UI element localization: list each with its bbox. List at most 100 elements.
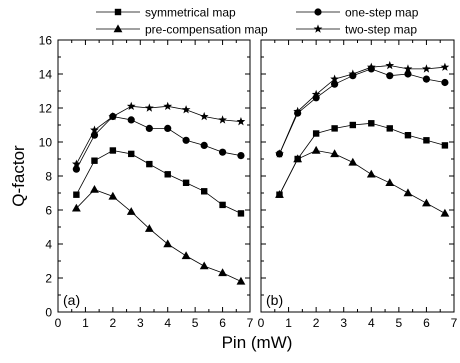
- panel-a-two-step-map-point: [144, 103, 154, 112]
- panel-a-x-tick-label: 3: [137, 316, 144, 330]
- legend-one-step-map-marker: [314, 8, 322, 16]
- y-tick-label: 10: [39, 136, 53, 150]
- y-tick-label: 4: [45, 238, 52, 252]
- panel-b-symmetrical-map-point: [331, 125, 338, 132]
- y-tick-label: 16: [39, 34, 53, 48]
- panel-b-two-step-map-point: [366, 62, 376, 71]
- panel-a-symmetrical-map-line: [76, 150, 242, 214]
- panel-a-symmetrical-map-point: [182, 179, 190, 186]
- legend-pre-compensation-map-marker: [113, 24, 123, 33]
- legend-pre-compensation-map-label: pre-compensation map: [145, 23, 268, 37]
- panel-b-two-step-map-point: [275, 149, 284, 158]
- panel-a-one-step-map-point: [182, 136, 190, 144]
- panel-b-one-step-map-point: [386, 72, 394, 80]
- panel-b-x-tick-label: 0: [258, 316, 265, 330]
- panel-b-pre-compensation-map-point: [422, 198, 431, 207]
- panel-a-x-tick-label: 0: [55, 316, 62, 330]
- panel-a-x-tick-label: 7: [247, 316, 254, 330]
- panel-b-pre-compensation-map-point: [403, 188, 413, 197]
- panel-a-pre-compensation-map-point: [236, 276, 246, 285]
- y-tick-label: 2: [45, 272, 52, 286]
- panel-a-two-step-map-point: [72, 159, 81, 168]
- panel-b-two-step-map-point: [293, 106, 303, 116]
- panel-a-pre-compensation-map-point: [126, 207, 136, 215]
- legend-two-step-map-marker: [313, 24, 323, 33]
- panel-b-two-step-map-point: [422, 64, 431, 73]
- panel-b-x-tick-label: 6: [423, 316, 430, 330]
- legend-symmetrical-map-marker: [114, 8, 122, 16]
- panel-b-pre-compensation-map-point: [275, 190, 284, 198]
- panel-a-pre-compensation-map-point: [71, 203, 81, 212]
- panel-a-two-step-map-point: [126, 101, 136, 111]
- panel-b-x-tick-label: 1: [285, 316, 292, 330]
- legend-symmetrical-map-label: symmetrical map: [145, 6, 236, 20]
- panel-b-two-step-map-point: [385, 60, 395, 70]
- panel-b-pre-compensation-map-point: [348, 157, 358, 166]
- panel-a-two-step-map-point: [236, 117, 246, 126]
- panel-a-two-step-map-point: [181, 105, 191, 114]
- panel-b-symmetrical-map-point: [404, 132, 412, 139]
- panel-a-one-step-map-point: [164, 124, 172, 132]
- panel-b-two-step-map-point: [311, 89, 321, 99]
- panel-b-one-step-map-point: [331, 80, 339, 88]
- panel-b-two-step-map-line: [279, 65, 445, 155]
- panel-b-symmetrical-map-point: [386, 125, 393, 132]
- panel-b-symmetrical-map-point: [349, 121, 357, 129]
- panel-a-x-tick-label: 2: [110, 316, 117, 330]
- panel-b-symmetrical-map-point: [368, 120, 375, 127]
- panel-b-symmetrical-map-point: [312, 130, 320, 137]
- panel-b-pre-compensation-map-point: [385, 178, 395, 186]
- panel-a-x-tick-label: 4: [164, 316, 171, 330]
- panel-b-two-step-map-point: [330, 74, 339, 83]
- panel-b-two-step-map-point: [440, 62, 450, 71]
- y-tick-label: 0: [45, 306, 52, 320]
- panel-a-symmetrical-map-point: [91, 157, 98, 164]
- panel-a-pre-compensation-map-point: [218, 268, 227, 277]
- panel-b-pre-compensation-map-point: [366, 169, 376, 178]
- y-tick-label: 14: [39, 68, 53, 82]
- panel-a-two-step-map-point: [90, 125, 99, 134]
- panel-a-one-step-map-point: [127, 116, 135, 124]
- panel-a-x-tick-label: 5: [192, 316, 199, 330]
- panel-a-pre-compensation-map-point: [108, 191, 118, 200]
- panel-a-pre-compensation-map-point: [144, 224, 154, 232]
- panel-a-symmetrical-map-point: [109, 147, 117, 154]
- panel-b-pre-compensation-map-point: [293, 154, 303, 163]
- legend-two-step-map-label: two-step map: [345, 23, 417, 37]
- panel-a-pre-compensation-map-point: [163, 239, 173, 248]
- panel-b-symmetrical-map-point: [441, 142, 449, 149]
- panel-a-symmetrical-map-point: [219, 201, 226, 209]
- panel-a-pre-compensation-map-point: [199, 261, 209, 270]
- panel-b-one-step-map-point: [422, 75, 431, 83]
- panel-b-pre-compensation-map-point: [440, 208, 450, 217]
- panel-a-two-step-map-point: [163, 101, 173, 111]
- panel-a-symmetrical-map-point: [128, 150, 135, 158]
- panel-a-two-step-map-point: [199, 111, 209, 121]
- y-axis-title: Q-factor: [9, 145, 28, 207]
- panel-a-two-step-map-line: [76, 105, 241, 165]
- panel-a-one-step-map-point: [218, 148, 227, 156]
- panel-a-two-step-map-point: [108, 111, 118, 121]
- legend-one-step-map-label: one-step map: [345, 6, 419, 20]
- panel-a-label: (a): [63, 292, 80, 308]
- panel-a-x-tick-label: 1: [82, 316, 89, 330]
- panel-a-two-step-map-point: [218, 115, 227, 124]
- panel-b-x-tick-label: 4: [368, 316, 375, 330]
- y-tick-label: 12: [39, 102, 53, 116]
- panel-a-pre-compensation-map-point: [90, 185, 99, 193]
- panel-a-one-step-map-line: [76, 116, 242, 170]
- panel-a-one-step-map-point: [145, 124, 153, 132]
- panel-a-one-step-map-point: [72, 165, 80, 173]
- panel-b-one-step-map-point: [404, 70, 412, 78]
- panel-b-symmetrical-map-point: [423, 137, 430, 144]
- panel-b-one-step-map-point: [441, 78, 449, 87]
- panel-b-two-step-map-point: [348, 69, 358, 78]
- panel-b-pre-compensation-map-point: [330, 149, 340, 158]
- y-tick-label: 8: [45, 170, 52, 184]
- panel-b-pre-compensation-map-line: [279, 150, 446, 214]
- panel-a-pre-compensation-map-line: [76, 189, 242, 282]
- panel-a-symmetrical-map-point: [237, 210, 245, 217]
- panel-a-symmetrical-map-point: [164, 171, 171, 178]
